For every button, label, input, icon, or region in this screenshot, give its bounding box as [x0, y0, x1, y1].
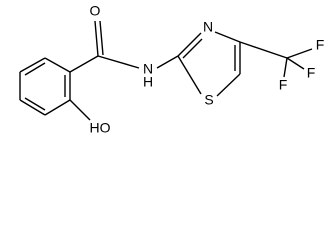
atom-label: H: [143, 74, 153, 90]
bond: [239, 41, 288, 59]
bond: [216, 73, 241, 97]
structure-diagram: O N N H S F F F HO: [19, 3, 325, 136]
bond: [97, 55, 140, 69]
bond: [44, 57, 71, 73]
bond: [24, 97, 46, 111]
atom-label: O: [90, 3, 101, 19]
atom-label: S: [204, 92, 213, 108]
bond: [44, 99, 71, 116]
bond: [182, 38, 203, 59]
bonds: [19, 20, 313, 121]
bond: [156, 55, 179, 69]
atom-label: F: [316, 37, 325, 53]
bond: [177, 55, 202, 95]
bond: [283, 57, 288, 78]
bond: [214, 31, 241, 43]
bond: [286, 48, 313, 59]
bond: [69, 99, 91, 121]
bond: [177, 32, 202, 57]
atom-label: N: [203, 19, 213, 35]
bond: [99, 20, 104, 56]
atom-label: F: [307, 65, 316, 81]
atom-label: HO: [90, 120, 111, 136]
bond: [24, 62, 46, 76]
bond: [19, 57, 46, 73]
bond: [286, 57, 305, 70]
atom-label: F: [279, 77, 288, 93]
bond: [69, 55, 99, 73]
atom-label: N: [143, 61, 153, 77]
bond: [19, 99, 46, 116]
bond: [94, 20, 99, 57]
